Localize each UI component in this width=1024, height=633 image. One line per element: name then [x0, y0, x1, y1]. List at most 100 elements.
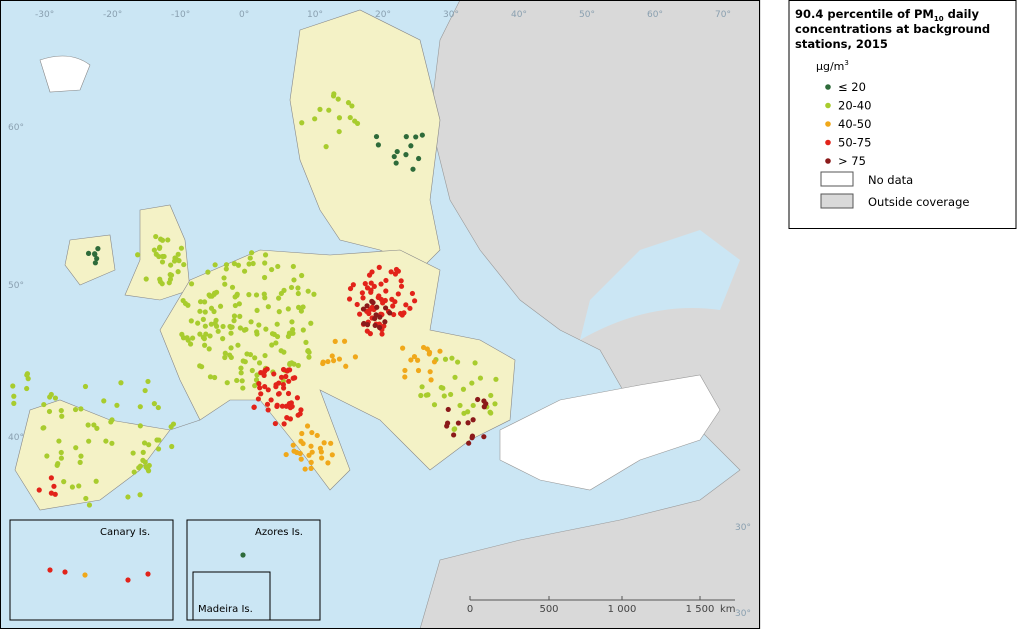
station [48, 391, 54, 398]
station [72, 406, 79, 413]
station [91, 422, 97, 428]
station [329, 353, 335, 359]
graticule-label: -30° [35, 10, 54, 20]
black-sea [580, 230, 740, 340]
station [212, 374, 218, 381]
station [376, 324, 383, 331]
legend-swatch [820, 193, 854, 209]
station [178, 245, 185, 251]
legend-label: > 75 [838, 154, 866, 168]
station [236, 301, 242, 307]
station [135, 252, 141, 258]
station [273, 340, 279, 346]
station [302, 466, 308, 472]
station [92, 260, 98, 266]
station [481, 404, 487, 410]
station [370, 299, 376, 306]
station [377, 314, 383, 320]
station [305, 348, 311, 354]
graticule-label: 50° [579, 10, 595, 20]
station [451, 432, 457, 438]
legend-label: 20-40 [838, 99, 871, 113]
station [414, 357, 421, 363]
station [202, 309, 208, 315]
station [455, 420, 462, 426]
legend-swatch [820, 171, 854, 187]
graticule-label: 60° [8, 123, 24, 133]
station [261, 372, 267, 378]
station [77, 459, 83, 465]
station [212, 262, 218, 268]
station [357, 311, 363, 317]
station [285, 306, 291, 312]
station [364, 303, 370, 309]
station [24, 385, 30, 392]
station [56, 438, 62, 444]
station [168, 262, 174, 268]
legend-dot [825, 102, 831, 109]
legend-dot [825, 121, 831, 127]
station [287, 416, 294, 422]
graticule-label: 40° [8, 433, 24, 443]
station [364, 328, 370, 334]
station [78, 406, 84, 412]
station [241, 327, 247, 333]
legend-dot [825, 158, 831, 164]
station [11, 400, 17, 406]
station [137, 404, 143, 410]
station [223, 262, 230, 268]
legend: 90.4 percentile of PM10 daily concentrat… [788, 0, 1017, 229]
station [199, 364, 205, 370]
station [58, 449, 64, 456]
station [145, 571, 151, 577]
station [451, 426, 457, 432]
station [271, 371, 277, 377]
station [238, 365, 244, 371]
station [235, 262, 242, 268]
station [165, 237, 171, 243]
station [279, 403, 285, 409]
station [303, 339, 309, 345]
station [328, 440, 334, 446]
station [336, 128, 342, 135]
graticule-label: 0° [239, 10, 249, 20]
station [227, 352, 233, 358]
station [343, 363, 349, 369]
station [395, 291, 401, 297]
station [140, 449, 146, 455]
station [368, 287, 374, 293]
station [246, 261, 252, 267]
station [255, 396, 261, 402]
station [240, 552, 246, 558]
legend-title-cont: concentrations at background stations, 20… [795, 22, 990, 51]
station [145, 378, 151, 385]
station [207, 374, 214, 380]
station [325, 358, 331, 365]
station [345, 100, 352, 106]
station [201, 336, 207, 342]
station [388, 269, 394, 275]
station [224, 380, 230, 386]
station [289, 326, 296, 333]
station [318, 449, 324, 455]
station [350, 282, 356, 288]
station [290, 263, 296, 270]
station [379, 331, 385, 337]
station [231, 318, 237, 324]
station [92, 251, 98, 258]
station [366, 310, 372, 317]
station [157, 279, 164, 285]
station [444, 423, 450, 429]
station [408, 357, 414, 363]
station [185, 337, 191, 343]
station [455, 359, 461, 365]
station [269, 331, 276, 337]
graticule-label: -10° [171, 10, 190, 20]
station [314, 432, 320, 439]
station [323, 144, 329, 150]
station [143, 276, 149, 282]
station [142, 459, 148, 465]
station [413, 134, 419, 140]
station [325, 460, 331, 466]
station [452, 374, 458, 380]
